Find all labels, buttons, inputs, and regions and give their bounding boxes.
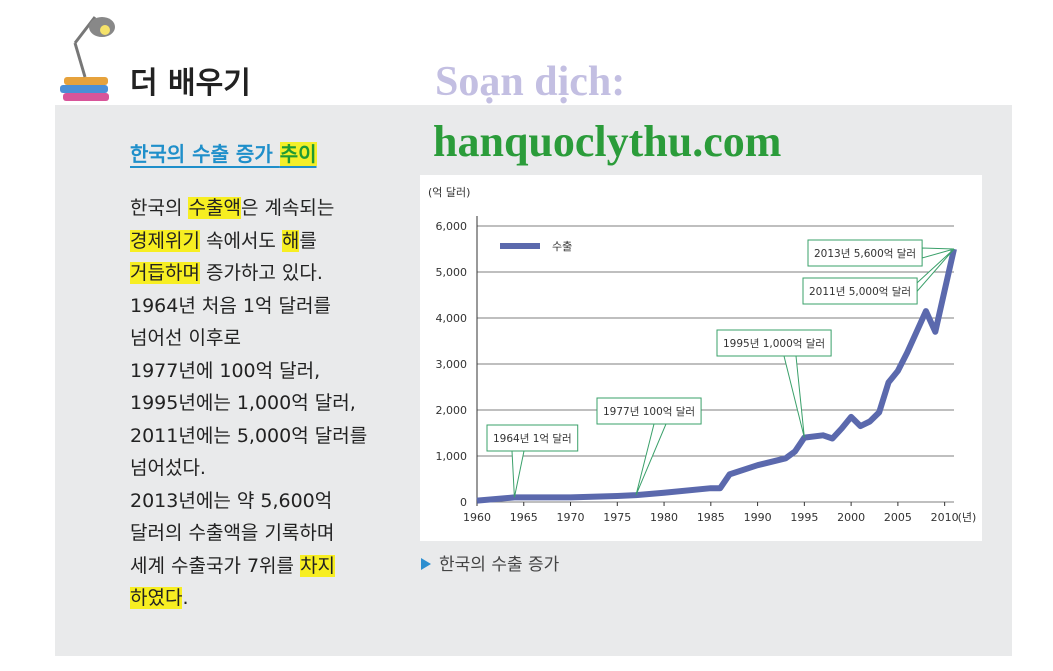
y-tick-label: 6,000 — [436, 220, 468, 233]
x-tick-label: 1990 — [744, 511, 772, 524]
annotation-box — [486, 424, 579, 452]
watermark: Soạn dịch: — [435, 59, 626, 105]
highlight-text: 경제위기 — [130, 229, 200, 252]
annotation: 1995년 1,000억 달러 — [723, 338, 825, 350]
highlight-text: 해 — [281, 229, 300, 252]
text: 넘어선 이후로 — [130, 327, 241, 349]
y-tick-label: 1,000 — [436, 450, 468, 463]
text-line: 2011년에는 5,000억 달러를 — [130, 420, 390, 453]
text: 2013년에는 약 5,600억 — [130, 489, 333, 512]
y-tick-label: 0 — [460, 496, 467, 509]
x-tick-label: 2010 — [931, 511, 959, 524]
x-tick-label: 1975 — [603, 511, 631, 524]
text-line: 거듭하며 증가하고 있다. — [130, 257, 390, 290]
text: 1977년에 100억 달러, — [130, 359, 321, 382]
highlight-text: 수출액 — [188, 197, 241, 219]
annotation-box — [596, 397, 702, 425]
y-axis-label: (억 달러) — [428, 186, 470, 199]
annotation: 1964년 1억 달러 — [493, 433, 572, 445]
y-tick-label: 2,000 — [436, 404, 468, 417]
annotation: 1977년 100억 달러 — [603, 406, 695, 418]
annotation: 2011년 5,000억 달러 — [809, 286, 911, 298]
text: 넘어섰다. — [130, 457, 206, 479]
text-line: 경제위기 속에서도 해를 — [130, 225, 390, 258]
watermark: hanquoclythu.com — [433, 117, 782, 166]
text-line: 하였다. — [130, 582, 390, 615]
chart-background — [420, 175, 982, 541]
highlight-text: 거듭하며 — [130, 262, 200, 284]
text-line: 넘어선 이후로 — [130, 322, 390, 355]
x-tick-label: 1960 — [463, 511, 491, 524]
text-line: 1977년에 100억 달러, — [130, 355, 390, 388]
x-tick-label: 1970 — [557, 511, 585, 524]
annotation: 2013년 5,600억 달러 — [814, 248, 916, 260]
text-line: 2013년에는 약 5,600억 — [130, 485, 390, 518]
text-line: 세계 수출국가 7위를 차지 — [130, 550, 390, 583]
text: 증가하고 있다. — [199, 262, 323, 284]
lamp-icon — [60, 16, 115, 101]
text-line: 1995년에는 1,000억 달러, — [130, 387, 390, 420]
text: . — [182, 587, 189, 609]
x-tick-label: 1965 — [510, 511, 538, 524]
text: 한국의 수출 증가 — [130, 142, 280, 166]
annotation-box — [802, 277, 918, 305]
x-tick-label: 1985 — [697, 511, 725, 524]
caption: 한국의 수출 증가 — [439, 555, 560, 575]
text: 세계 수출국가 7위를 — [130, 554, 301, 577]
text: 달러의 수출액을 기록하며 — [130, 522, 335, 544]
text: 한국의 — [130, 197, 189, 219]
x-axis-label: (년) — [958, 511, 977, 524]
legend-label: 수출 — [552, 240, 572, 253]
section-title: 한국의 수출 증가 추이 — [130, 138, 317, 167]
text-line: 넘어섰다. — [130, 452, 390, 485]
x-tick-label: 2005 — [884, 511, 912, 524]
y-tick-label: 5,000 — [436, 266, 468, 279]
text: 1995년에는 1,000억 달러, — [130, 392, 356, 414]
y-tick-label: 3,000 — [436, 358, 468, 371]
x-tick-label: 2000 — [837, 511, 865, 524]
text: 2011년에는 5,000억 달러를 — [130, 424, 368, 447]
highlight-text: 하였다 — [130, 587, 183, 609]
annotation-box — [807, 239, 923, 267]
header-title: 더 배우기 — [130, 66, 251, 101]
section-body: 한국의 수출액은 계속되는 경제위기 속에서도 해를 거듭하며 증가하고 있다. 19… — [130, 192, 390, 615]
text-line: 한국의 수출액은 계속되는 — [130, 192, 390, 225]
series-line — [476, 248, 957, 504]
annotation-box — [716, 329, 832, 357]
x-tick-label: 1995 — [790, 511, 818, 524]
text-line: 달러의 수출액을 기록하며 — [130, 517, 390, 550]
y-tick-label: 4,000 — [436, 312, 468, 325]
highlight-text: 추이 — [279, 142, 317, 166]
text: 속에서도 — [199, 229, 282, 252]
text: 은 계속되는 — [240, 197, 335, 219]
highlight-text: 차지 — [300, 554, 336, 577]
caption-bullet — [421, 558, 431, 570]
text: 1964년 처음 1억 달러를 — [130, 294, 331, 317]
text: 를 — [299, 229, 317, 252]
x-tick-label: 1980 — [650, 511, 678, 524]
text-line: 1964년 처음 1억 달러를 — [130, 290, 390, 323]
